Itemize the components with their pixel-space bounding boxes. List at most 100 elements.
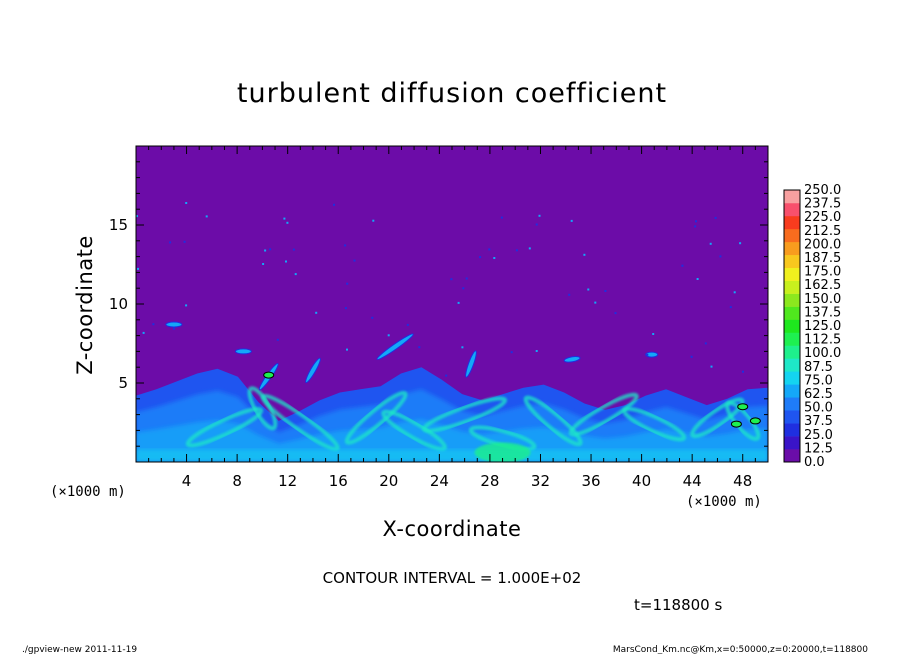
- field-speck: [371, 316, 374, 319]
- field-speck: [283, 217, 286, 220]
- field-speck: [510, 351, 513, 354]
- field-speck: [646, 353, 649, 356]
- colorbar-label: 125.0: [804, 319, 841, 334]
- colorbar-swatch: [784, 280, 800, 294]
- field-speck: [690, 355, 693, 358]
- x-tick-label: 20: [379, 472, 398, 490]
- x-tick-label: 24: [430, 472, 449, 490]
- colorbar-label: 187.5: [804, 251, 841, 266]
- colorbar-label: 225.0: [804, 210, 841, 225]
- field-speck: [205, 215, 208, 218]
- rising-plume: [563, 355, 581, 363]
- field-speck: [344, 307, 347, 310]
- contour-interval-text: CONTOUR INTERVAL = 1.000E+02: [323, 569, 582, 587]
- field-speck: [276, 338, 279, 341]
- colorbar-swatch: [784, 332, 800, 346]
- field-speck: [733, 291, 736, 294]
- rising-plume: [645, 351, 659, 358]
- field-speck: [142, 331, 145, 334]
- footer-source-text: MarsCond_Km.nc@Km,x=0:50000,z=0:20000,t=…: [613, 645, 868, 654]
- colorbar-label: 237.5: [804, 197, 841, 212]
- contour-100-island: [737, 403, 749, 411]
- field-speck: [264, 249, 267, 252]
- x-tick-label: 8: [232, 472, 242, 490]
- colorbar-label: 100.0: [804, 346, 841, 361]
- colorbar-swatch: [784, 293, 800, 307]
- field-speck: [488, 248, 491, 251]
- colorbar-label: 62.5: [804, 387, 833, 402]
- colorbar-swatch: [784, 371, 800, 385]
- x-left-unit: (×1000 m): [50, 484, 126, 500]
- field-speck: [262, 263, 265, 265]
- eddy-streak: [568, 392, 639, 437]
- field-speck: [286, 221, 289, 224]
- colorbar-label: 137.5: [804, 305, 841, 320]
- y-tick-label: 15: [109, 216, 128, 234]
- rising-plume: [165, 321, 183, 328]
- field-speck: [183, 240, 186, 243]
- field-speck: [152, 323, 155, 326]
- colorbar-swatch: [784, 358, 800, 372]
- field-speck: [535, 223, 538, 226]
- field-speck: [604, 290, 607, 292]
- rising-plume: [234, 348, 252, 355]
- colorbar-label: 87.5: [804, 360, 833, 375]
- field-speck: [739, 242, 742, 245]
- field-speck: [418, 346, 421, 349]
- field-speck: [568, 293, 571, 296]
- field-speck: [450, 278, 453, 281]
- x-tick-label: 12: [278, 472, 297, 490]
- field-speck: [346, 348, 348, 351]
- eddy-streak: [344, 390, 408, 445]
- colorbar-label: 37.5: [804, 414, 833, 429]
- field-speck: [535, 350, 538, 352]
- footer-program-text: ./gpview-new 2011-11-19: [22, 645, 137, 654]
- colorbar-label: 75.0: [804, 373, 833, 388]
- field-speck: [729, 306, 732, 309]
- x-tick-label: 32: [531, 472, 550, 490]
- y-axis-ticks: 5 10 15: [109, 161, 768, 447]
- field-speck: [294, 273, 297, 276]
- colorbar-swatch: [784, 410, 800, 424]
- field-speck: [387, 334, 390, 337]
- turbulence-field: [136, 202, 768, 462]
- colorbar-swatch: [784, 190, 800, 204]
- eddy-streak: [422, 396, 508, 433]
- colorbar-label: 200.0: [804, 237, 841, 252]
- field-speck: [285, 260, 287, 263]
- colorbar-swatch: [784, 384, 800, 398]
- colorbar-label: 12.5: [804, 441, 833, 456]
- field-speck: [185, 304, 188, 307]
- field-speck: [694, 225, 697, 228]
- colorbar-swatch: [784, 436, 800, 450]
- field-speck: [185, 202, 188, 204]
- field-speck: [714, 216, 717, 219]
- field-speck: [681, 264, 684, 267]
- chart-title: turbulent diffusion coefficient: [237, 78, 667, 109]
- colorbar-frame: [783, 189, 801, 463]
- eddy-streak: [247, 386, 278, 431]
- field-speck: [594, 301, 597, 304]
- colorbar-label: 212.5: [804, 224, 841, 239]
- colorbar: 0.012.525.037.550.062.575.087.5100.0112.…: [783, 183, 841, 470]
- field-speck: [652, 333, 655, 335]
- colorbar-swatch: [784, 241, 800, 256]
- colorbar-label: 162.5: [804, 278, 841, 293]
- x-tick-label: 44: [683, 472, 702, 490]
- colorbar-swatch: [784, 267, 800, 281]
- eddy-streak: [690, 397, 745, 439]
- time-stamp-text: t=118800 s: [634, 596, 722, 614]
- field-speck: [695, 220, 697, 223]
- x-tick-label: 40: [632, 472, 651, 490]
- field-speck: [528, 247, 531, 250]
- field-speck: [742, 370, 744, 373]
- field-speck: [709, 242, 712, 245]
- surface-band: [136, 449, 768, 462]
- rising-plume: [305, 357, 321, 384]
- eddy-streak: [185, 406, 264, 448]
- eddy-streak: [523, 395, 583, 447]
- field-speck: [696, 278, 699, 280]
- colorbar-label: 150.0: [804, 292, 841, 307]
- colorbar-swatch: [784, 449, 800, 463]
- field-speck: [372, 219, 375, 222]
